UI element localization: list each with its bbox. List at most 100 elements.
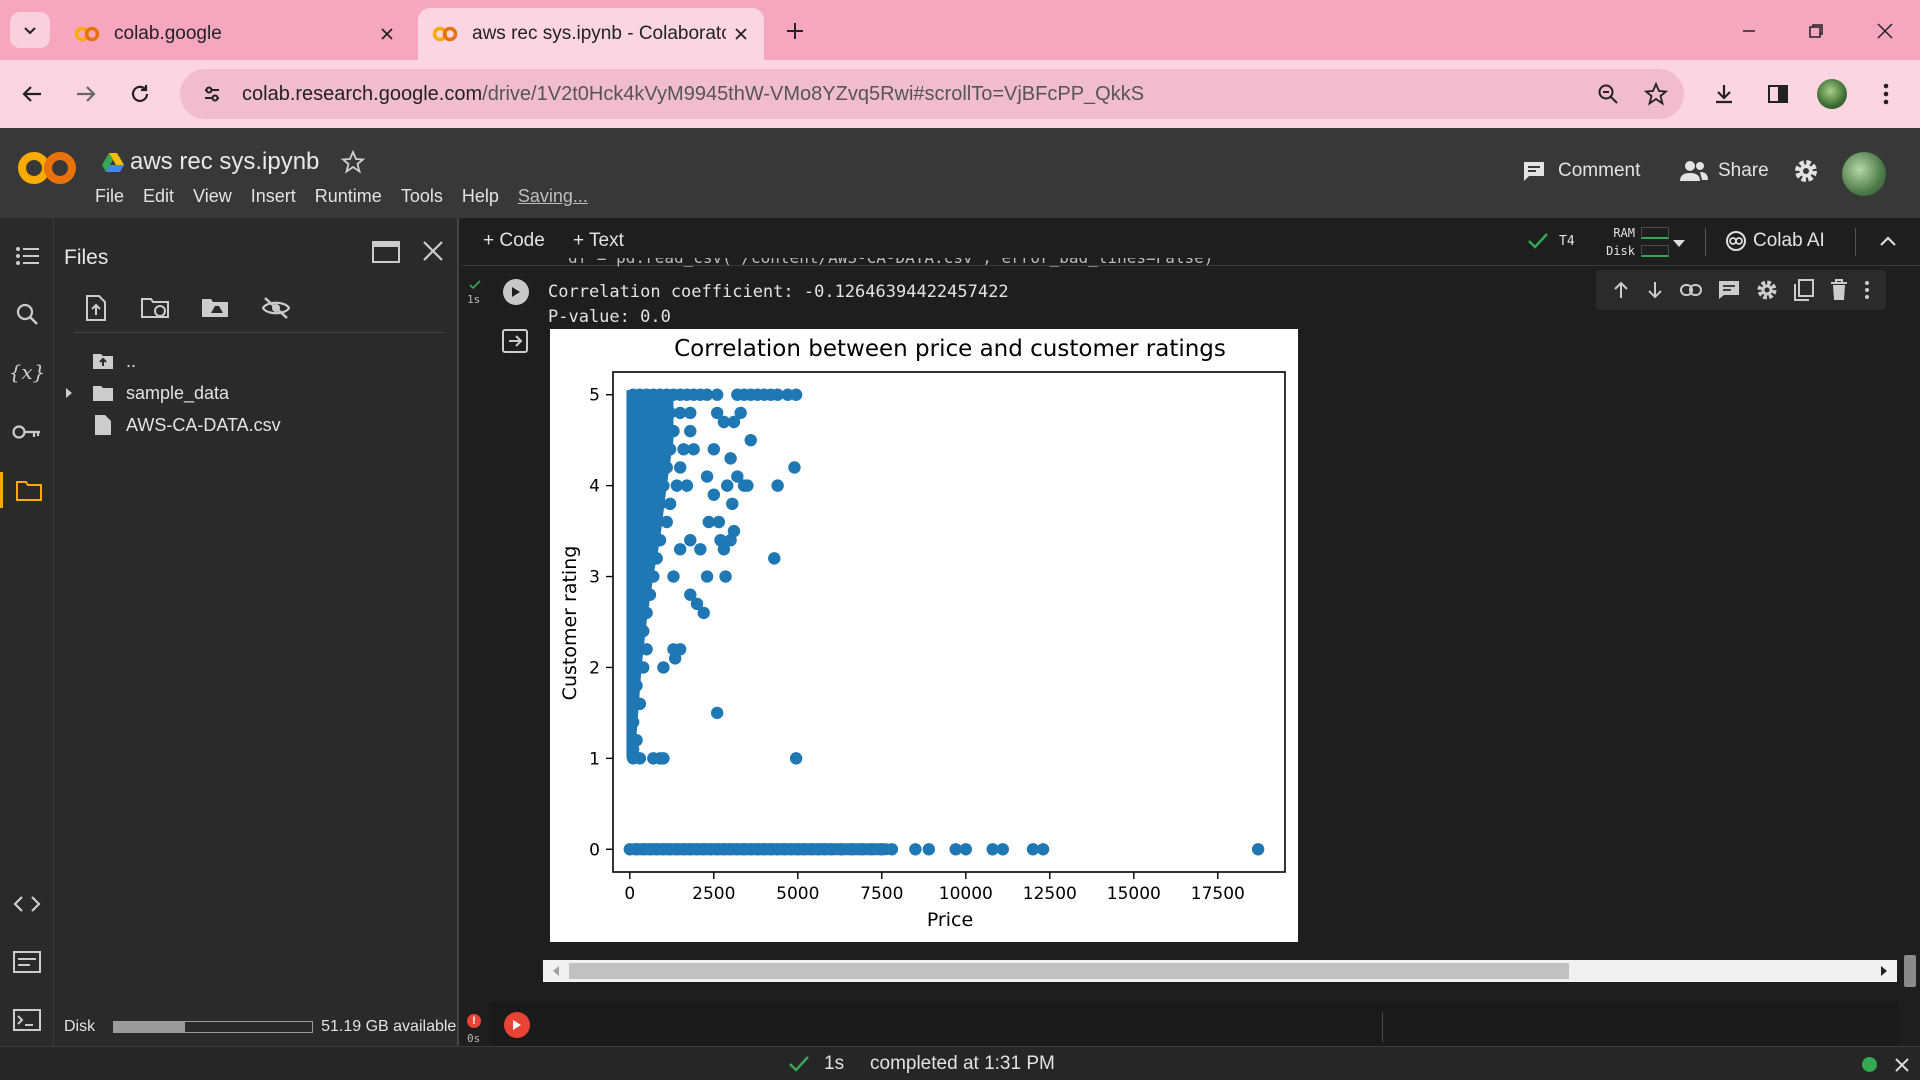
notebook-name[interactable]: aws rec sys.ipynb	[130, 148, 320, 175]
horizontal-scrollbar[interactable]	[543, 960, 1897, 982]
scroll-left-icon[interactable]	[551, 965, 561, 977]
site-info-icon[interactable]	[194, 76, 230, 112]
colab-logo-icon[interactable]	[18, 150, 76, 186]
open-in-tab-button[interactable]	[372, 240, 400, 269]
menu-insert[interactable]: Insert	[250, 186, 296, 206]
run-cell-button[interactable]	[504, 1012, 530, 1038]
comment-button[interactable]: Comment	[1522, 160, 1640, 182]
colab-ai-button[interactable]: Colab AI	[1725, 230, 1825, 252]
notebook-title[interactable]: aws rec sys.ipynb	[102, 148, 366, 176]
add-code-button[interactable]: + Code	[483, 230, 545, 251]
comment-icon[interactable]	[1718, 280, 1740, 300]
side-panel-button[interactable]	[1760, 76, 1796, 112]
arrow-down-icon[interactable]	[1646, 280, 1664, 300]
close-panel-button[interactable]	[422, 240, 444, 267]
command-palette-button[interactable]	[9, 944, 45, 980]
caret-right-icon[interactable]	[64, 387, 74, 399]
collapse-header-button[interactable]	[1879, 234, 1897, 252]
kebab-menu-icon[interactable]	[1864, 280, 1870, 300]
menu-tools[interactable]: Tools	[400, 186, 443, 206]
output-line-correlation: Correlation coefficient: -0.126463944224…	[548, 282, 1009, 302]
file-row-sample-data[interactable]: sample_data	[64, 378, 229, 408]
menu-help[interactable]: Help	[461, 186, 499, 206]
url-path: /drive/1V2t0Hck4kVyM9945thW-VMo8YZvq5Rwi…	[482, 82, 1145, 105]
code-snippets-button[interactable]	[9, 886, 45, 922]
y-axis-label: Customer rating	[559, 546, 581, 701]
table-of-contents-button[interactable]	[9, 238, 45, 274]
toggle-hidden-files-button[interactable]	[258, 290, 294, 326]
data-point	[771, 479, 784, 492]
mirror-cell-icon[interactable]	[1794, 279, 1814, 301]
new-tab-button[interactable]	[780, 16, 810, 46]
save-status[interactable]: Saving...	[517, 186, 588, 206]
tab-colab-google[interactable]: colab.google	[60, 8, 410, 60]
scroll-right-icon[interactable]	[1879, 965, 1889, 977]
data-point	[668, 652, 682, 665]
file-row-parent[interactable]: ..	[92, 346, 136, 376]
mount-drive-button[interactable]	[198, 290, 234, 326]
data-point	[700, 570, 714, 583]
variables-button[interactable]: {x}	[9, 354, 46, 390]
minimize-button[interactable]	[1732, 14, 1766, 48]
runtime-dropdown-button[interactable]	[1672, 236, 1686, 254]
restore-button[interactable]	[1799, 14, 1833, 48]
runtime-status[interactable]: T4	[1527, 232, 1575, 250]
folder-refresh-icon	[141, 298, 169, 318]
secrets-button[interactable]	[9, 414, 45, 450]
reload-button[interactable]	[122, 76, 158, 112]
gear-icon[interactable]	[1756, 279, 1778, 301]
terminal-button[interactable]	[9, 1002, 45, 1038]
data-point	[719, 570, 732, 583]
browser-menu-button[interactable]	[1868, 76, 1904, 112]
resource-monitor[interactable]: RAM Disk	[1591, 224, 1669, 260]
settings-button[interactable]	[1793, 158, 1819, 184]
back-button[interactable]	[14, 76, 50, 112]
x-tick-label: 10000	[939, 884, 993, 904]
star-icon[interactable]	[341, 150, 366, 174]
tab-title: colab.google	[114, 23, 222, 44]
url-host: colab.research.google.com	[242, 82, 483, 105]
profile-avatar[interactable]	[1814, 76, 1850, 112]
address-bar[interactable]: colab.research.google.com/drive/1V2t0Hck…	[180, 69, 1684, 119]
url-text[interactable]: colab.research.google.com/drive/1V2t0Hck…	[242, 83, 1588, 106]
status-bar: 1s completed at 1:31 PM	[0, 1046, 1920, 1080]
close-icon[interactable]	[372, 19, 402, 49]
data-point	[657, 661, 670, 674]
trash-icon[interactable]	[1830, 279, 1848, 301]
zoom-icon[interactable]	[1588, 74, 1628, 114]
data-point	[684, 406, 697, 420]
scrollbar-thumb[interactable]	[569, 963, 1569, 979]
menu-file[interactable]: File	[95, 186, 125, 206]
share-button[interactable]: Share	[1680, 160, 1769, 182]
avatar[interactable]	[1842, 152, 1886, 196]
run-cell-button[interactable]	[503, 279, 529, 305]
file-row-aws-ca-data[interactable]: AWS-CA-DATA.csv	[94, 410, 281, 440]
completion-status[interactable]: completed at 1:31 PM	[870, 1053, 1055, 1074]
arrow-up-icon[interactable]	[1612, 280, 1630, 300]
downloads-button[interactable]	[1706, 76, 1742, 112]
menu-runtime[interactable]: Runtime	[314, 186, 382, 206]
search-button[interactable]	[9, 296, 45, 332]
play-icon	[512, 287, 520, 297]
forward-button[interactable]	[68, 76, 104, 112]
close-window-button[interactable]	[1868, 14, 1902, 48]
menu-view[interactable]: View	[193, 186, 232, 206]
data-point	[789, 388, 803, 401]
close-icon[interactable]	[1894, 1057, 1910, 1073]
clear-output-button[interactable]	[502, 329, 528, 358]
bookmark-star-icon[interactable]	[1636, 74, 1676, 114]
y-tick-label: 4	[589, 477, 600, 497]
upload-file-button[interactable]	[78, 290, 114, 326]
vertical-scrollbar-thumb[interactable]	[1904, 955, 1916, 987]
code-cell-2[interactable]: ! 0s	[467, 1002, 1899, 1046]
tab-aws-rec-sys[interactable]: aws rec sys.ipynb - Colaborator	[418, 8, 764, 60]
data-point	[674, 461, 687, 474]
add-text-button[interactable]: + Text	[573, 230, 624, 251]
x-tick-label: 12500	[1023, 884, 1077, 904]
link-icon[interactable]	[1680, 283, 1702, 297]
close-icon[interactable]	[726, 19, 756, 49]
menu-edit[interactable]: Edit	[143, 186, 175, 206]
refresh-folder-button[interactable]	[138, 290, 174, 326]
files-button[interactable]	[0, 472, 54, 508]
tab-search-button[interactable]	[10, 12, 50, 48]
